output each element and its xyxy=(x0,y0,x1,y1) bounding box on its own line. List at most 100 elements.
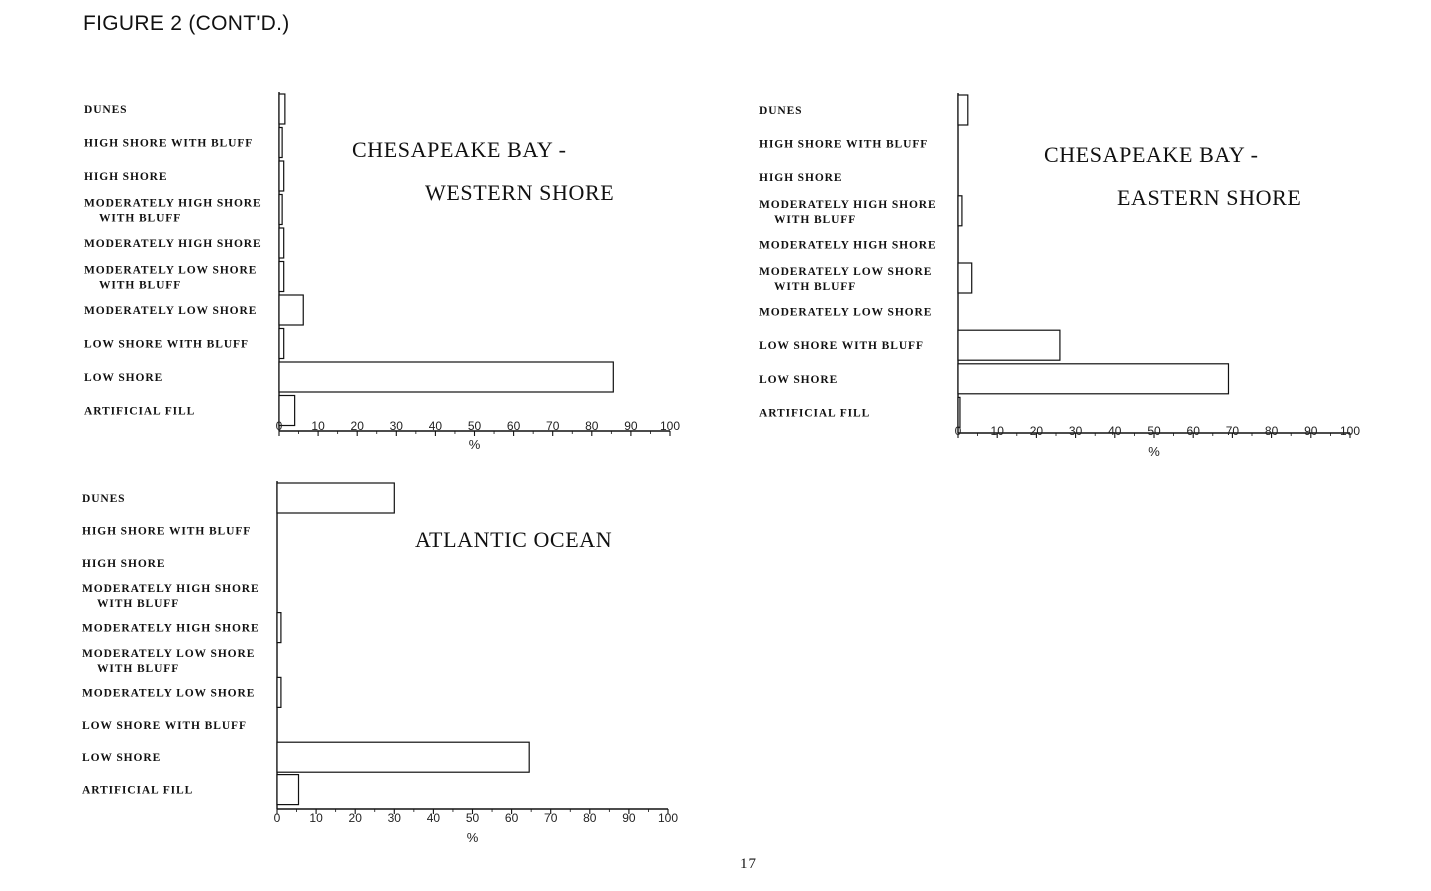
chart-title-line: CHESAPEAKE BAY - xyxy=(352,137,567,162)
category-label-line: HIGH SHORE WITH BLUFF xyxy=(84,138,253,150)
x-tick-label: 50 xyxy=(1147,424,1161,438)
category-label-line: MODERATELY HIGH SHORE xyxy=(84,198,262,210)
x-tick-label: 30 xyxy=(1069,424,1083,438)
category-label-line: MODERATELY HIGH SHORE xyxy=(759,199,937,211)
bar xyxy=(957,363,1230,395)
bar xyxy=(276,612,282,644)
category-label: DUNES xyxy=(84,104,127,116)
chart-title-line: EASTERN SHORE xyxy=(1117,185,1301,210)
category-label-line: MODERATELY LOW SHORE xyxy=(84,265,257,277)
category-label: DUNES xyxy=(82,493,125,505)
category-label-line: WITH BLUFF xyxy=(774,214,856,226)
chart-svg: DUNES HIGH SHORE WITH BLUFF HIGH SHORE MODE… xyxy=(759,93,1360,459)
bar xyxy=(276,741,530,773)
category-label: MODERATELY LOW SHORE WITH BLUFF xyxy=(84,265,257,292)
category-label-line: WITH BLUFF xyxy=(97,598,179,610)
x-tick-label: 0 xyxy=(955,424,962,438)
page-number: 17 xyxy=(740,856,757,872)
x-tick-label: 60 xyxy=(507,419,521,433)
category-label-line: HIGH SHORE WITH BLUFF xyxy=(82,525,251,537)
category-label-line: MODERATELY HIGH SHORE xyxy=(82,623,260,635)
x-axis-label: % xyxy=(469,437,481,452)
figure-title: FIGURE 2 (CONT'D.) xyxy=(83,12,290,35)
chart-chesapeake-eastern: DUNES HIGH SHORE WITH BLUFF HIGH SHORE MODE… xyxy=(755,92,1395,472)
x-tick-label: 40 xyxy=(429,419,443,433)
x-tick-label: 0 xyxy=(276,419,283,433)
category-label-line: LOW SHORE xyxy=(84,372,163,384)
category-label-line: MODERATELY HIGH SHORE xyxy=(82,583,260,595)
x-axis-label: % xyxy=(467,830,479,845)
category-label: MODERATELY HIGH SHORE xyxy=(84,238,261,250)
chart-title-line: ATLANTIC OCEAN xyxy=(415,527,612,552)
x-tick-label: 80 xyxy=(585,419,599,433)
x-tick-label: 30 xyxy=(390,419,404,433)
chart-atlantic-ocean: DUNES HIGH SHORE WITH BLUFF HIGH SHORE MODE… xyxy=(78,480,718,860)
bar xyxy=(276,676,282,708)
category-label-line: MODERATELY LOW SHORE xyxy=(759,266,932,278)
category-label: MODERATELY LOW SHORE xyxy=(84,305,257,317)
x-tick-label: 100 xyxy=(660,419,680,433)
bar xyxy=(276,482,395,514)
category-label-line: LOW SHORE xyxy=(759,374,838,386)
bar xyxy=(957,329,1061,361)
category-label: MODERATELY HIGH SHORE xyxy=(82,623,260,635)
bar xyxy=(278,93,286,125)
x-tick-label: 50 xyxy=(468,419,482,433)
category-label: LOW SHORE WITH BLUFF xyxy=(84,339,248,351)
x-tick-label: 20 xyxy=(349,811,363,825)
category-label-line: WITH BLUFF xyxy=(97,663,179,675)
category-label: MODERATELY LOW SHORE xyxy=(82,687,254,699)
category-label-line: MODERATELY LOW SHORE xyxy=(82,648,255,660)
category-label: HIGH SHORE xyxy=(82,558,165,570)
category-label-line: ARTIFICIAL FILL xyxy=(84,406,195,418)
x-tick-label: 100 xyxy=(658,811,678,825)
category-label: MODERATELY LOW SHORE WITH BLUFF xyxy=(82,648,255,675)
x-tick-label: 20 xyxy=(1030,424,1044,438)
category-label: LOW SHORE xyxy=(82,752,161,764)
x-tick-label: 40 xyxy=(1108,424,1122,438)
category-label-line: MODERATELY LOW SHORE xyxy=(84,305,257,317)
x-tick-label: 60 xyxy=(1187,424,1201,438)
category-label-line: DUNES xyxy=(759,105,802,117)
bar xyxy=(278,260,285,293)
x-tick-label: 50 xyxy=(466,811,480,825)
x-tick-label: 100 xyxy=(1340,424,1360,438)
category-label-line: LOW SHORE xyxy=(82,752,161,764)
category-label-line: MODERATELY HIGH SHORE xyxy=(759,239,937,251)
category-label: ARTIFICIAL FILL xyxy=(82,785,192,797)
bar xyxy=(957,262,973,294)
category-label: LOW SHORE WITH BLUFF xyxy=(759,340,924,352)
bar xyxy=(278,327,285,360)
category-label: MODERATELY HIGH SHORE WITH BLUFF xyxy=(84,198,262,225)
chart-chesapeake-western: DUNES HIGH SHORE WITH BLUFF HIGH SHORE MODE… xyxy=(80,88,720,468)
x-tick-label: 10 xyxy=(309,811,323,825)
x-tick-label: 30 xyxy=(388,811,402,825)
category-label: MODERATELY HIGH SHORE xyxy=(759,239,937,251)
category-label-line: DUNES xyxy=(82,493,125,505)
x-tick-label: 10 xyxy=(311,419,325,433)
category-label-line: WITH BLUFF xyxy=(774,281,856,293)
category-label: MODERATELY LOW SHORE WITH BLUFF xyxy=(759,266,932,293)
category-label-line: LOW SHORE WITH BLUFF xyxy=(759,340,924,352)
x-tick-label: 10 xyxy=(991,424,1005,438)
x-tick-label: 70 xyxy=(546,419,560,433)
x-tick-label: 90 xyxy=(622,811,636,825)
x-tick-label: 80 xyxy=(583,811,597,825)
bar xyxy=(278,394,296,427)
category-label: HIGH SHORE WITH BLUFF xyxy=(84,138,253,150)
bar xyxy=(278,361,614,393)
category-label-line: ARTIFICIAL FILL xyxy=(759,407,870,419)
bar xyxy=(278,227,285,259)
category-label: LOW SHORE xyxy=(759,374,838,386)
x-tick-label: 90 xyxy=(624,419,638,433)
category-label-line: WITH BLUFF xyxy=(99,213,181,225)
category-label: HIGH SHORE WITH BLUFF xyxy=(82,525,251,537)
x-tick-label: 80 xyxy=(1265,424,1279,438)
category-label: MODERATELY HIGH SHORE WITH BLUFF xyxy=(759,199,937,226)
x-tick-label: 0 xyxy=(274,811,281,825)
category-label-line: HIGH SHORE xyxy=(82,558,165,570)
x-tick-label: 20 xyxy=(351,419,365,433)
category-label: HIGH SHORE xyxy=(759,172,842,184)
x-tick-label: 70 xyxy=(1226,424,1240,438)
x-tick-label: 90 xyxy=(1304,424,1318,438)
